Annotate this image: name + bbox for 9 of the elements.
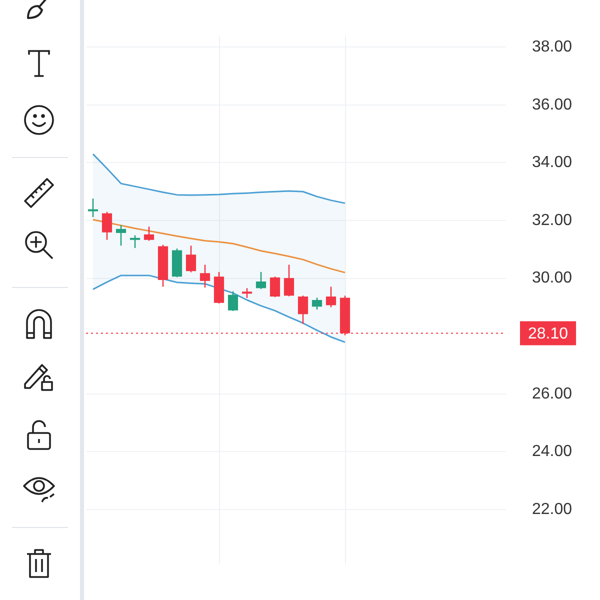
y-tick-label: 24.00 [532,443,572,460]
y-tick-label: 38.00 [532,38,572,56]
ref-line-label: 28.10 [528,326,568,343]
y-tick-label: 22.00 [532,500,572,518]
y-tick-label: 26.00 [532,385,572,402]
y-tick-label: 36.00 [532,96,572,114]
y-tick-label: 34.00 [532,154,572,172]
y-tick-label: 30.00 [532,270,572,287]
y-tick-label: 32.00 [532,212,572,229]
